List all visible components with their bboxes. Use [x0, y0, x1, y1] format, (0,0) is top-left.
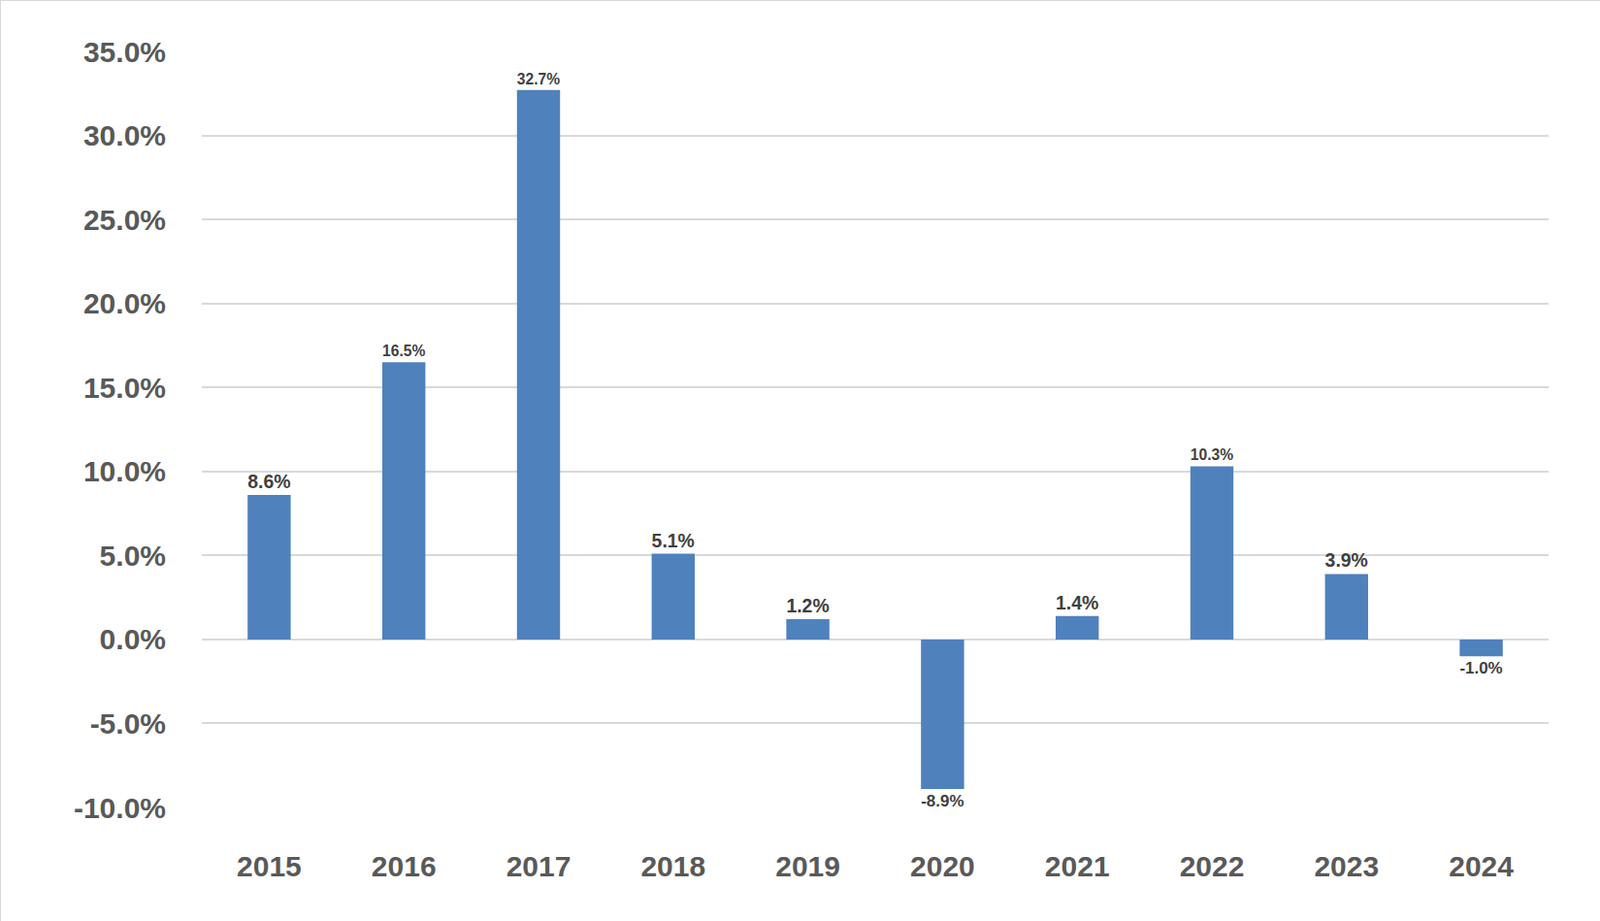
svg-text:10.3%: 10.3%: [1190, 446, 1234, 463]
svg-text:-1.0%: -1.0%: [1459, 658, 1503, 678]
svg-text:2016: 2016: [371, 849, 437, 882]
svg-text:5.1%: 5.1%: [652, 529, 695, 552]
svg-text:2015: 2015: [236, 849, 302, 882]
svg-text:2018: 2018: [640, 849, 706, 882]
svg-text:15.0%: 15.0%: [83, 371, 166, 404]
svg-text:25.0%: 25.0%: [83, 203, 166, 236]
svg-text:0.0%: 0.0%: [99, 622, 166, 655]
svg-text:2023: 2023: [1313, 849, 1379, 882]
svg-text:5.0%: 5.0%: [99, 539, 166, 572]
svg-text:2020: 2020: [910, 849, 976, 882]
svg-text:-10.0%: -10.0%: [73, 791, 166, 824]
svg-text:8.6%: 8.6%: [247, 470, 291, 492]
svg-text:-5.0%: -5.0%: [90, 707, 166, 740]
svg-text:30.0%: 30.0%: [83, 119, 166, 152]
svg-text:2021: 2021: [1044, 849, 1111, 882]
svg-text:20.0%: 20.0%: [83, 287, 166, 320]
svg-text:2019: 2019: [775, 849, 841, 882]
svg-text:2017: 2017: [506, 849, 572, 882]
svg-text:1.2%: 1.2%: [785, 594, 829, 617]
svg-text:-8.9%: -8.9%: [920, 791, 964, 811]
svg-text:10.0%: 10.0%: [83, 455, 166, 488]
svg-text:3.9%: 3.9%: [1325, 549, 1369, 571]
svg-text:1.4%: 1.4%: [1055, 591, 1099, 614]
svg-text:2022: 2022: [1179, 849, 1245, 882]
svg-text:35.0%: 35.0%: [83, 35, 166, 68]
svg-text:16.5%: 16.5%: [382, 342, 425, 360]
svg-text:32.7%: 32.7%: [517, 70, 560, 88]
svg-text:2024: 2024: [1448, 849, 1514, 882]
